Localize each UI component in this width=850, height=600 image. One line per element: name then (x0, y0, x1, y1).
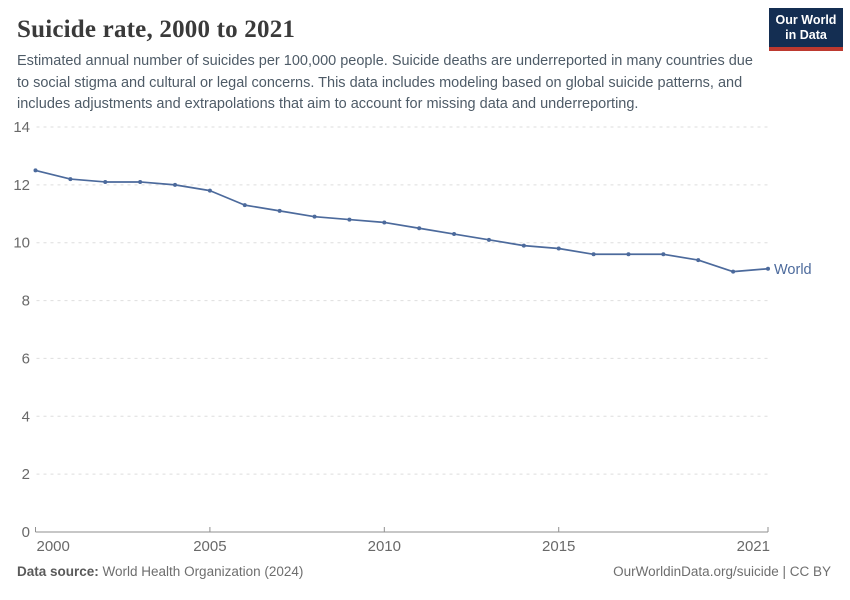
data-point-marker[interactable] (347, 217, 352, 222)
y-tick-label: 12 (13, 177, 30, 194)
x-tick-label: 2000 (37, 538, 70, 555)
x-axis-labels: 2000 2005 2010 2015 2021 (35, 527, 770, 555)
x-tick-label: 2010 (368, 538, 401, 555)
data-point-marker[interactable] (486, 237, 491, 242)
data-source-label: Data source: (17, 564, 99, 579)
data-point-marker[interactable] (312, 214, 317, 219)
data-point-marker[interactable] (521, 243, 526, 248)
data-point-marker[interactable] (696, 258, 701, 263)
data-point-marker[interactable] (33, 168, 38, 173)
owid-logo-line1: Our World (775, 13, 837, 27)
data-point-marker[interactable] (173, 182, 178, 187)
data-point-marker[interactable] (626, 252, 631, 257)
data-point-marker[interactable] (382, 220, 387, 225)
data-point-marker[interactable] (591, 252, 596, 257)
data-point-marker[interactable] (731, 269, 736, 274)
owid-logo-line2: in Data (785, 28, 827, 42)
y-tick-label: 10 (13, 235, 30, 252)
owid-logo[interactable]: Our World in Data (769, 8, 843, 51)
y-axis-labels: 0 2 4 6 8 10 12 14 (13, 119, 30, 541)
data-point-marker[interactable] (417, 226, 422, 231)
page-title: Suicide rate, 2000 to 2021 (17, 16, 296, 43)
chart-subtitle: Estimated annual number of suicides per … (17, 53, 753, 112)
y-tick-label: 4 (22, 408, 30, 425)
data-point-marker[interactable] (138, 179, 143, 184)
data-point-marker[interactable] (277, 208, 282, 213)
x-tick-label: 2015 (542, 538, 575, 555)
data-point-marker[interactable] (242, 203, 247, 208)
y-gridlines (36, 126, 768, 475)
data-point-marker[interactable] (68, 177, 73, 182)
data-point-marker[interactable] (766, 266, 770, 271)
y-tick-label: 6 (22, 350, 30, 367)
data-point-marker[interactable] (452, 232, 457, 237)
series-world[interactable]: World (33, 168, 812, 278)
data-source-value: World Health Organization (2024) (98, 564, 304, 579)
y-tick-label: 0 (22, 524, 30, 541)
series-line[interactable] (35, 169, 769, 273)
data-point-marker[interactable] (207, 188, 212, 193)
y-tick-label: 2 (22, 466, 30, 483)
data-point-marker[interactable] (556, 246, 561, 251)
owid-license-link[interactable]: OurWorldinData.org/suicide | CC BY (613, 564, 831, 579)
x-tick-label: 2005 (193, 538, 226, 555)
y-tick-label: 8 (22, 293, 30, 310)
chart-footer: Data source: World Health Organization (… (17, 564, 831, 579)
data-source: Data source: World Health Organization (… (17, 564, 303, 579)
series-end-label[interactable]: World (774, 262, 812, 278)
y-tick-label: 14 (13, 119, 30, 136)
x-tick-label: 2021 (737, 538, 770, 555)
data-point-marker[interactable] (661, 252, 666, 257)
data-point-marker[interactable] (103, 179, 108, 184)
